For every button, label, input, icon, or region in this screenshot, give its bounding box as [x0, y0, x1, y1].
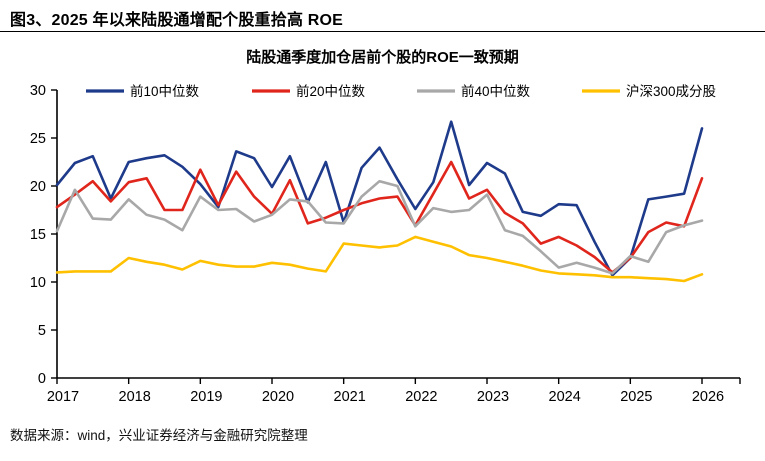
legend-label-0: 前10中位数	[130, 83, 200, 99]
series-line-3	[55, 235, 704, 283]
y-tick-label: 10	[30, 275, 46, 291]
series-line-2	[55, 179, 704, 275]
x-tick-label: 2024	[549, 389, 581, 405]
legend-label-1: 前20中位数	[296, 83, 366, 99]
x-tick-label: 2026	[692, 389, 724, 405]
x-tick-label: 2025	[620, 389, 652, 405]
x-tick-label: 2022	[405, 389, 437, 405]
x-tick-label: 2019	[190, 389, 222, 405]
x-tick-label: 2018	[119, 389, 151, 405]
chart-title: 陆股通季度加仓居前个股的ROE一致预期	[246, 49, 519, 66]
y-tick-label: 30	[30, 83, 46, 99]
y-tick-label: 0	[38, 371, 46, 387]
y-tick-label: 15	[30, 227, 46, 243]
legend-label-3: 沪深300成分股	[626, 84, 717, 99]
data-source-note: 数据来源：wind，兴业证券经济与金融研究院整理	[10, 428, 308, 443]
legend-label-2: 前40中位数	[461, 83, 531, 99]
series-line-0	[55, 120, 704, 277]
header-divider	[0, 31, 765, 32]
x-tick-label: 2017	[47, 389, 79, 405]
series-line-1	[55, 160, 704, 274]
x-tick-label: 2023	[477, 389, 509, 405]
y-tick-label: 5	[38, 323, 46, 339]
x-tick-label: 2021	[334, 389, 366, 405]
x-tick-label: 2020	[262, 389, 294, 405]
figure-header-title: 图3、2025 年以来陆股通增配个股重拾高 ROE	[10, 12, 344, 29]
y-tick-label: 25	[30, 131, 46, 147]
y-tick-label: 20	[30, 179, 46, 195]
